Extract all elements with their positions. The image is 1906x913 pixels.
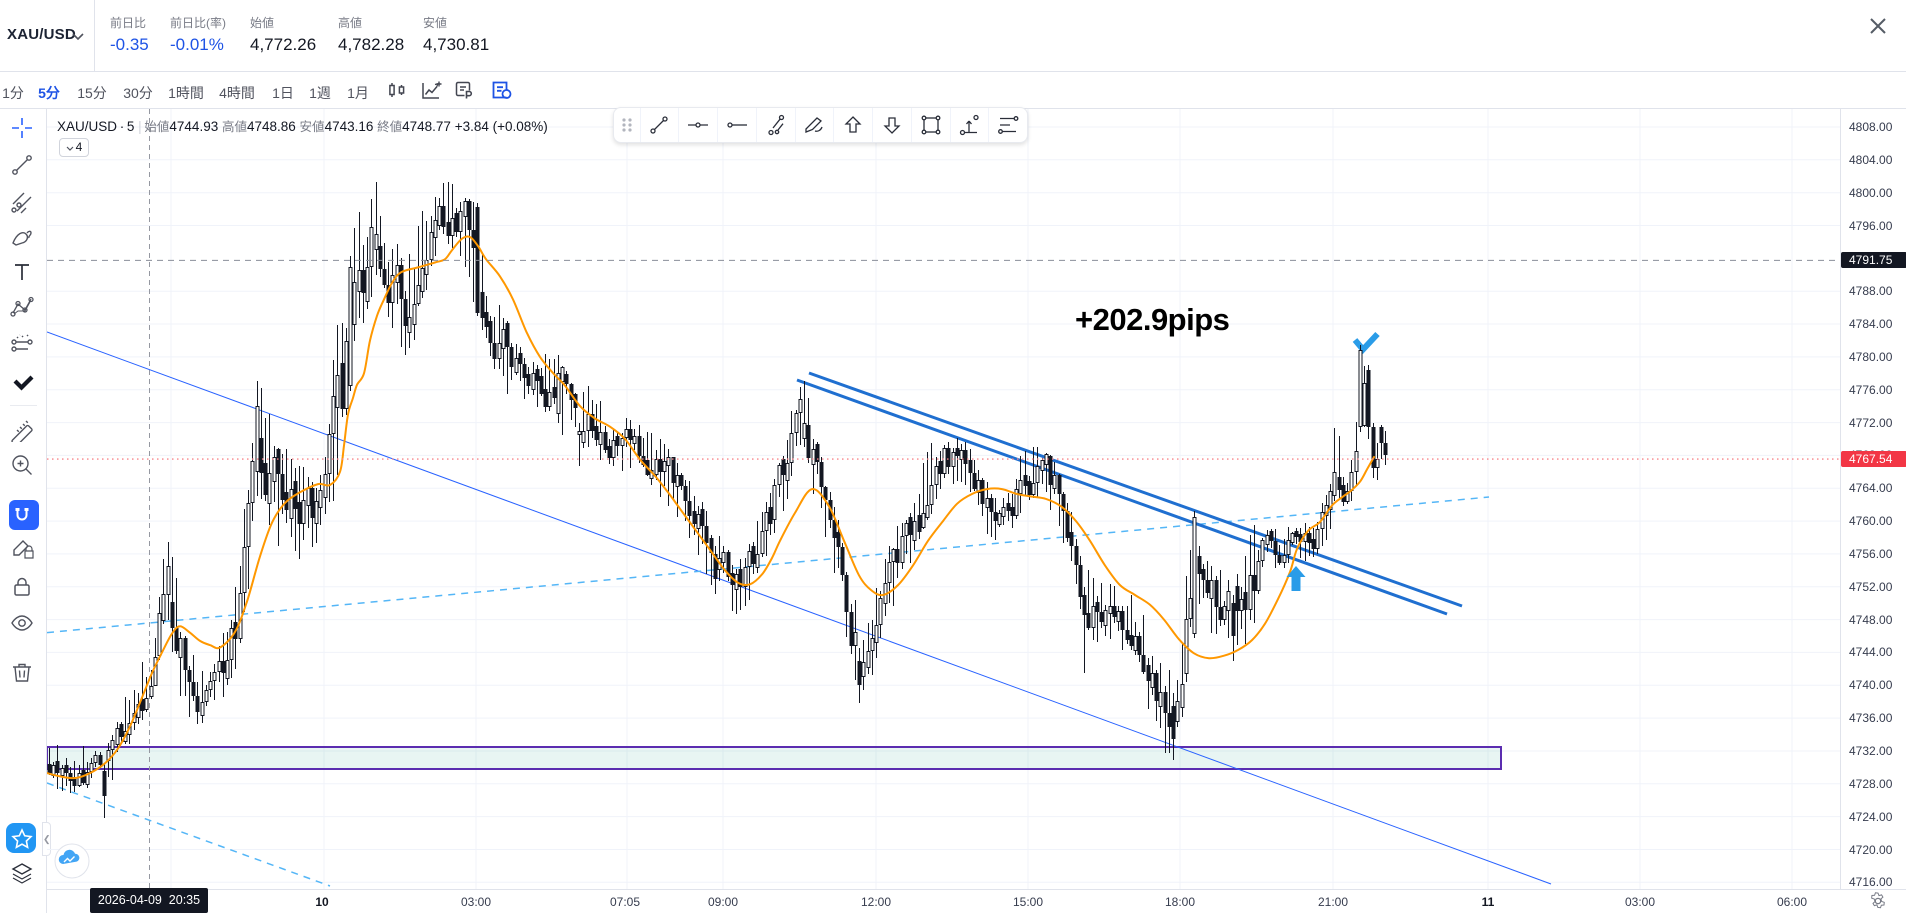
svg-text:+202.9pips: +202.9pips xyxy=(1075,302,1229,337)
